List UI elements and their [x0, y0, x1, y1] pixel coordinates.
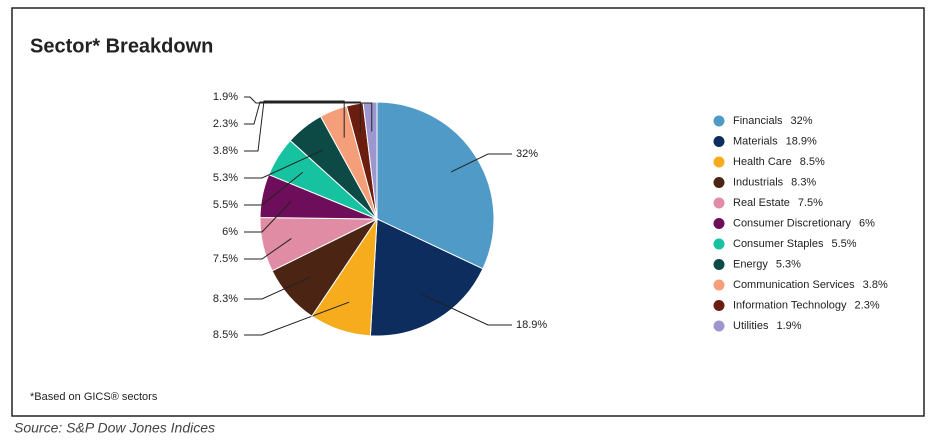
data-label: 32% — [516, 148, 538, 160]
leader-line — [244, 201, 292, 233]
legend-marker — [713, 156, 725, 168]
pie-slice — [376, 101, 495, 270]
legend-marker — [713, 238, 725, 250]
data-label: 8.5% — [213, 329, 238, 341]
legend-value: 3.8% — [863, 279, 888, 291]
leader-line — [244, 100, 345, 152]
legend-value: 8.5% — [800, 156, 825, 168]
legend-value: 2.3% — [855, 299, 880, 311]
footnote: *Based on GICS® sectors — [30, 391, 158, 403]
legend-marker — [713, 300, 725, 311]
data-label: 5.5% — [213, 199, 238, 211]
source: Source: S&P Dow Jones Indices — [14, 420, 215, 436]
data-label: 6% — [222, 226, 238, 238]
data-label: 18.9% — [516, 319, 547, 331]
data-label: 1.9% — [213, 91, 238, 103]
legend-marker — [713, 279, 725, 291]
legend-value: 18.9% — [786, 135, 817, 147]
legend-marker — [713, 320, 725, 332]
legend-label: Energy — [733, 258, 768, 270]
data-label: 2.3% — [213, 118, 238, 130]
legend-label: Consumer Staples — [733, 238, 824, 250]
leader-line — [244, 101, 361, 133]
data-label: 8.3% — [213, 293, 238, 305]
legend-label: Financials — [733, 115, 783, 127]
legend-label: Health Care — [733, 156, 792, 168]
legend-marker — [713, 136, 725, 147]
leader-line — [450, 153, 512, 173]
leader-line — [244, 149, 323, 179]
data-label: 3.8% — [213, 145, 238, 157]
legend-value: 1.9% — [776, 320, 801, 332]
legend-value: 32% — [791, 115, 813, 127]
legend-label: Real Estate — [733, 197, 790, 209]
data-label: 5.3% — [213, 172, 238, 184]
legend-value: 6% — [859, 217, 875, 229]
legend-label: Consumer Discretionary — [733, 217, 851, 229]
legend-label: Utilities — [733, 320, 769, 332]
legend-marker — [713, 259, 725, 270]
legend-value: 8.3% — [791, 176, 816, 188]
legend-label: Information Technology — [733, 299, 847, 311]
leader-line — [244, 171, 304, 206]
leader-line — [421, 293, 512, 326]
pie-slice — [369, 218, 484, 337]
legend-value: 5.5% — [832, 238, 857, 250]
leader-line — [244, 301, 350, 336]
data-label: 7.5% — [213, 253, 238, 265]
leader-line — [244, 238, 292, 260]
legend-value: 7.5% — [798, 197, 823, 209]
chart-title: Sector* Breakdown — [30, 35, 213, 57]
leader-line — [244, 96, 373, 132]
leader-line — [244, 276, 312, 300]
legend-marker — [713, 115, 725, 127]
legend-label: Materials — [733, 135, 778, 147]
legend-marker — [713, 177, 725, 188]
legend-label: Communication Services — [733, 279, 855, 291]
legend-marker — [713, 218, 725, 229]
legend-label: Industrials — [733, 176, 784, 188]
legend-marker — [713, 197, 725, 209]
legend-value: 5.3% — [776, 258, 801, 270]
